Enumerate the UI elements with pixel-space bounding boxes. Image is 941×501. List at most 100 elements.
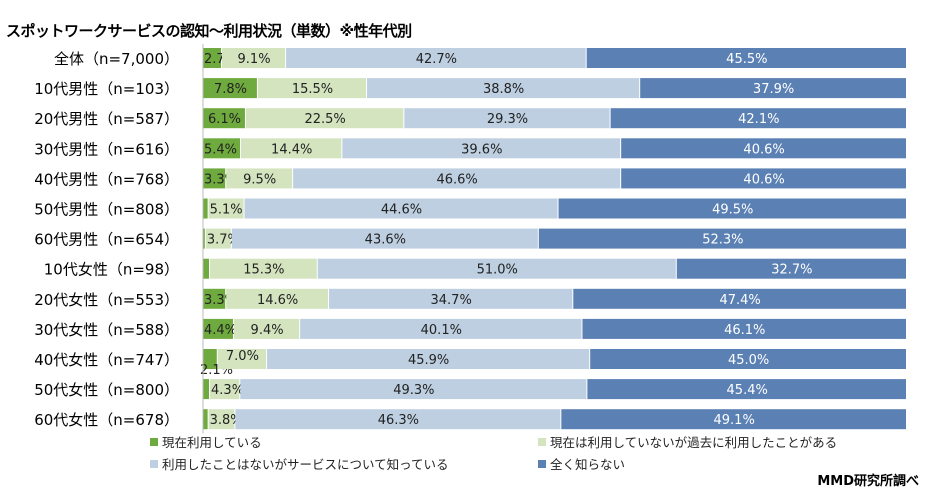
bar-segment bbox=[317, 258, 676, 279]
bar-segment bbox=[244, 198, 558, 219]
bar-segment bbox=[245, 108, 404, 129]
bar-segment bbox=[203, 258, 210, 279]
data-label: 51.0% bbox=[477, 263, 518, 278]
legend-swatch bbox=[538, 459, 546, 468]
bar-segment bbox=[203, 48, 222, 68]
data-label: 5.4% bbox=[204, 142, 237, 157]
bar-segment bbox=[222, 48, 286, 68]
data-label: 46.3% bbox=[378, 413, 419, 428]
data-label: 14.4% bbox=[271, 142, 312, 157]
bar-segment bbox=[267, 349, 590, 369]
data-label: 29.3% bbox=[487, 112, 528, 127]
category-label: 60代男性（n=654） bbox=[34, 231, 179, 249]
bar-segment bbox=[367, 78, 640, 99]
bar-segment bbox=[233, 318, 300, 339]
data-label: 49.3% bbox=[393, 383, 434, 398]
bar-segment bbox=[538, 228, 906, 249]
bar-segment bbox=[590, 349, 906, 369]
bar-segment bbox=[210, 379, 240, 400]
data-label: 42.7% bbox=[416, 52, 457, 67]
data-label: 14.6% bbox=[257, 293, 298, 308]
bar-segment bbox=[231, 228, 538, 249]
data-label: 46.6% bbox=[436, 172, 477, 187]
data-label: 52.3% bbox=[702, 233, 743, 248]
data-label: 45.4% bbox=[727, 383, 768, 398]
category-label: 50代男性（n=808） bbox=[34, 201, 179, 219]
category-label: 全体（n=7,000） bbox=[54, 50, 179, 68]
bar-segment bbox=[561, 409, 906, 430]
bar-segment bbox=[205, 228, 231, 249]
data-label: 4.3% bbox=[211, 383, 244, 398]
bar-segment bbox=[203, 318, 233, 339]
data-label: 40.6% bbox=[743, 142, 784, 157]
data-label: 44.6% bbox=[381, 203, 422, 218]
bar-segment bbox=[293, 168, 621, 189]
data-label: 42.1% bbox=[738, 112, 779, 127]
bar-segment bbox=[203, 198, 208, 219]
data-label: 9.1% bbox=[238, 52, 271, 67]
data-label: 6.1% bbox=[208, 112, 241, 127]
bar-segment bbox=[203, 409, 208, 430]
data-label: 40.1% bbox=[421, 323, 462, 338]
data-label: 49.5% bbox=[712, 203, 753, 218]
data-label: 9.4% bbox=[251, 323, 284, 338]
category-label: 10代男性（n=103） bbox=[34, 80, 179, 98]
bar-segment bbox=[203, 228, 205, 249]
data-label: 37.9% bbox=[753, 82, 794, 97]
bar-segment bbox=[621, 168, 906, 189]
data-label: 47.4% bbox=[719, 293, 760, 308]
bar-segment bbox=[241, 138, 342, 159]
bar-segment bbox=[210, 258, 317, 279]
data-label: 22.5% bbox=[304, 112, 345, 127]
category-label: 50代女性（n=800） bbox=[34, 381, 179, 399]
bar-segment bbox=[226, 168, 293, 189]
data-label: 45.0% bbox=[728, 353, 769, 368]
data-label: 3.8% bbox=[210, 413, 243, 428]
legend-item-aware: 利用したことはないがサービスについて知っている bbox=[150, 454, 449, 473]
category-label: 10代女性（n=98） bbox=[44, 261, 179, 279]
bar-segment bbox=[582, 318, 906, 339]
data-label: 45.5% bbox=[726, 52, 767, 67]
legend-item-past: 現在は利用していないが過去に利用したことがある bbox=[538, 432, 837, 451]
legend-label: 現在は利用していないが過去に利用したことがある bbox=[550, 435, 838, 450]
legend-swatch bbox=[150, 437, 158, 446]
data-label: 45.9% bbox=[408, 353, 449, 368]
bar-segment bbox=[203, 138, 241, 159]
data-label: 32.7% bbox=[771, 263, 812, 278]
category-label: 30代女性（n=588） bbox=[34, 321, 179, 339]
bar-segment bbox=[300, 318, 582, 339]
category-label: 20代男性（n=587） bbox=[34, 110, 179, 128]
category-label: 40代女性（n=747） bbox=[34, 351, 179, 369]
legend-label: 利用したことはないがサービスについて知っている bbox=[162, 457, 449, 472]
bar-segment bbox=[240, 379, 587, 400]
bar-segment bbox=[404, 108, 610, 129]
bar-segment bbox=[203, 379, 210, 400]
bar-segment bbox=[208, 198, 244, 219]
bar-segment bbox=[257, 78, 367, 99]
data-label: 43.6% bbox=[365, 233, 406, 248]
bar-segment bbox=[342, 138, 621, 159]
bar-segment bbox=[621, 138, 906, 159]
bar-segment bbox=[610, 108, 906, 129]
bar-segment bbox=[208, 409, 235, 430]
bar-segment bbox=[203, 78, 257, 99]
bar-segment bbox=[286, 48, 586, 68]
bar-segment bbox=[235, 409, 561, 430]
category-label: 30代男性（n=616） bbox=[34, 140, 179, 158]
data-label: 9.5% bbox=[243, 172, 276, 187]
legend-swatch bbox=[538, 437, 546, 446]
data-label: 3.7% bbox=[207, 233, 240, 248]
legend-item-current: 現在利用している bbox=[150, 432, 262, 451]
legend-label: 全く知らない bbox=[550, 457, 626, 472]
data-label: 15.3% bbox=[243, 263, 284, 278]
legend-label: 現在利用している bbox=[162, 435, 262, 450]
data-label: 46.1% bbox=[724, 323, 765, 338]
data-label: 7.0% bbox=[226, 349, 259, 364]
bar-segment bbox=[203, 349, 217, 369]
bar-segment bbox=[586, 48, 906, 68]
data-label: 34.7% bbox=[431, 293, 472, 308]
data-label: 4.4% bbox=[204, 323, 237, 338]
bar-segment bbox=[203, 288, 226, 309]
